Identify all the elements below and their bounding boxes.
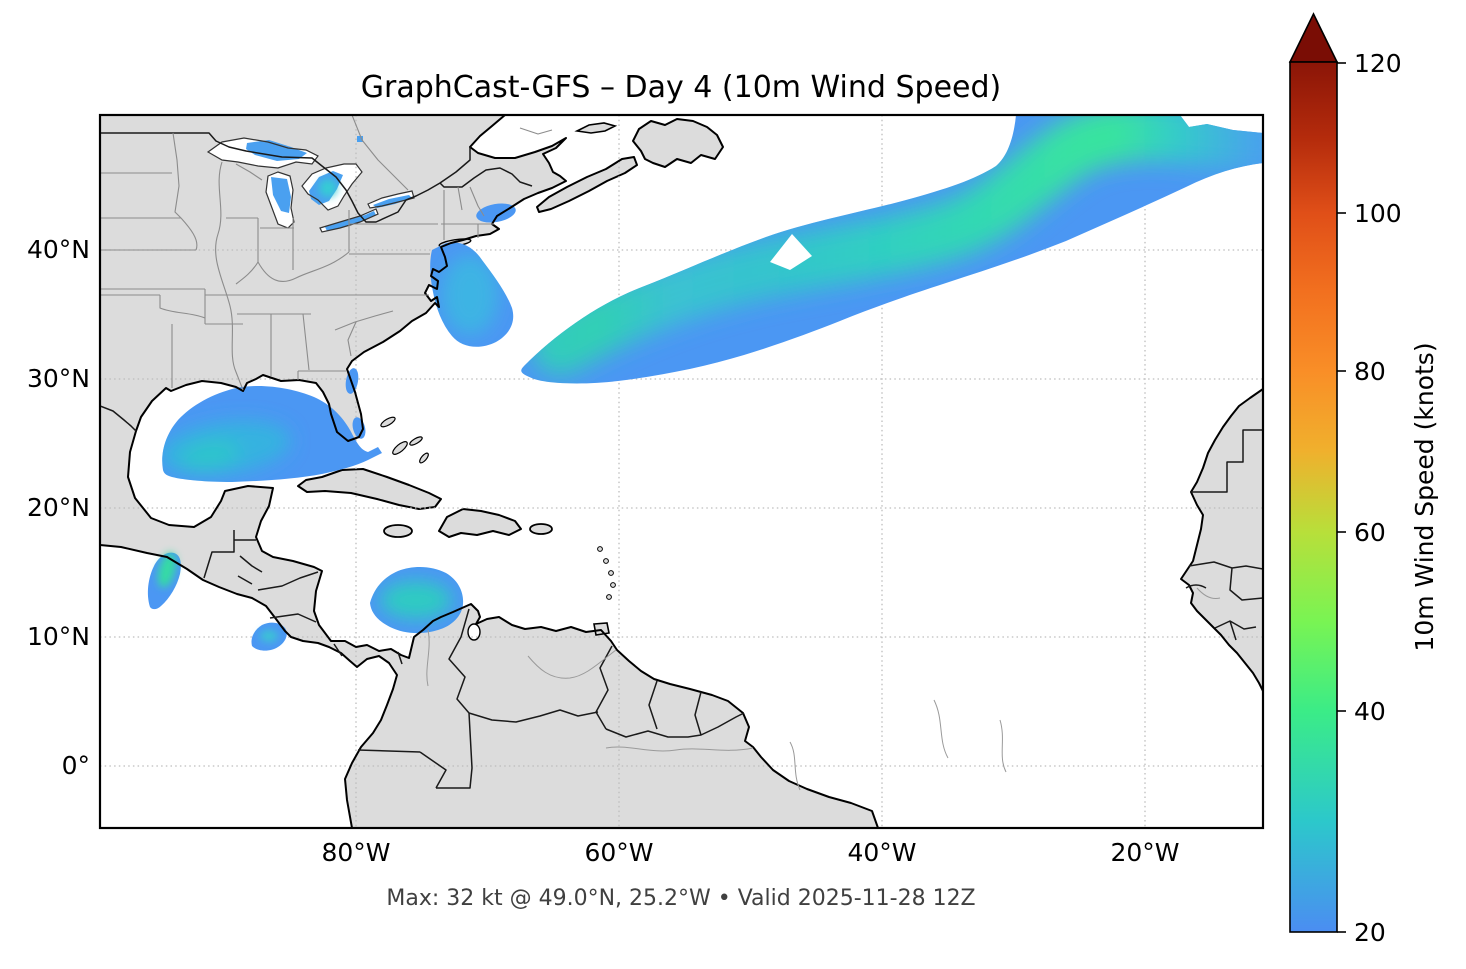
- rivers: [426, 587, 1221, 791]
- wind-blob-caribbean-core: [380, 581, 452, 619]
- x-tick-20w: 20°W: [1110, 838, 1179, 867]
- y-tick-20n: 20°N: [27, 493, 90, 522]
- wind-band-notch: [770, 234, 812, 270]
- colorbar-axis-label: 10m Wind Speed (knots): [1410, 342, 1439, 651]
- borders-south-america: [357, 608, 745, 789]
- wind-blob-band-core: [531, 115, 1263, 375]
- colorbar-tick-marks: [1337, 62, 1346, 933]
- coastline-africa: [1180, 388, 1263, 692]
- wind-lake-huron-core: [319, 179, 337, 197]
- cb-tick-40: 40: [1354, 697, 1386, 726]
- y-tick-0: 0°: [62, 751, 90, 780]
- wind-blob-east-core: [442, 255, 498, 335]
- map-title: GraphCast-GFS – Day 4 (10m Wind Speed): [361, 70, 1001, 105]
- x-tick-60w: 60°W: [584, 838, 653, 867]
- border-us-canada: [100, 132, 533, 223]
- colorbar-gradient: [1289, 61, 1338, 933]
- colorbar: 120 100 80 60 40 20 10m Wind Speed (knot…: [1288, 12, 1439, 947]
- lake-maracaibo: [467, 623, 481, 641]
- x-tick-80w: 80°W: [321, 838, 390, 867]
- cb-tick-20: 20: [1354, 918, 1386, 947]
- cb-tick-80: 80: [1354, 357, 1386, 386]
- y-tick-30n: 30°N: [27, 364, 90, 393]
- cb-tick-100: 100: [1354, 199, 1402, 228]
- wind-blob-gulf-of-maine: [476, 203, 516, 223]
- land-newfoundland: [632, 118, 724, 168]
- land-lesser-antilles: [597, 546, 616, 600]
- coastline-americas: [100, 115, 879, 828]
- land-bahamas: [380, 416, 429, 464]
- state-borders: [100, 115, 1221, 791]
- cb-tick-60: 60: [1354, 518, 1386, 547]
- land-jamaica: [383, 524, 413, 538]
- borders-central-america: [203, 530, 403, 665]
- wind-blob-papagayo-core: [260, 630, 278, 642]
- colorbar-tick-labels: 120 100 80 60 40 20: [1354, 49, 1402, 947]
- land-puerto-rico: [529, 523, 553, 535]
- plot-border: [98, 113, 1265, 830]
- x-tick-40w: 40°W: [847, 838, 916, 867]
- land-trinidad: [593, 622, 610, 636]
- borders-africa: [1185, 429, 1263, 641]
- country-borders: [100, 132, 1263, 789]
- y-tick-40n: 40°N: [27, 235, 90, 264]
- y-tick-10n: 10°N: [27, 622, 90, 651]
- land-anticosti-island: [574, 122, 618, 134]
- wind-blob-gulf-core: [162, 420, 291, 476]
- land-americas: [100, 115, 878, 828]
- max-valid-caption: Max: 32 kt @ 49.0°N, 25.2°W • Valid 2025…: [386, 886, 975, 911]
- x-axis-tick-labels: 80°W 60°W 40°W 20°W: [321, 838, 1179, 867]
- wind-blob-tehuantepec-core: [157, 552, 177, 588]
- border-us-mexico: [100, 405, 137, 432]
- land-hispaniola: [438, 508, 522, 538]
- cb-tick-120: 120: [1354, 49, 1402, 78]
- y-axis-tick-labels: 40°N 30°N 20°N 10°N 0°: [27, 235, 90, 780]
- land-cuba: [297, 468, 442, 510]
- land-nova-scotia: [536, 156, 638, 213]
- borders-canada-provinces: [351, 115, 553, 191]
- wind-great-lakes: [246, 136, 412, 231]
- wind-speed-layer: [147, 115, 1263, 651]
